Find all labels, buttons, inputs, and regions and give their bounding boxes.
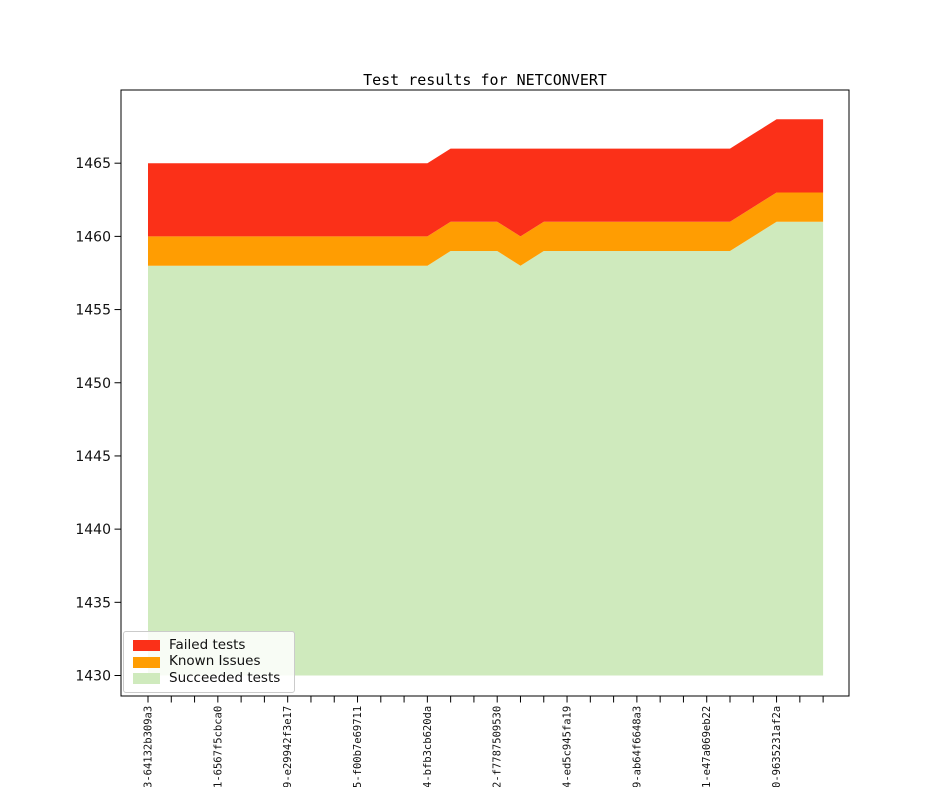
- x-tick-label: 0-9635231af2a: [771, 706, 783, 787]
- legend-label-failed: Failed tests: [169, 637, 246, 653]
- x-tick-label: 2-f7787509530: [492, 706, 504, 787]
- y-tick-label: 1465: [75, 156, 111, 172]
- area-known-issues: [148, 192, 824, 266]
- plot-border: [120, 89, 850, 697]
- area-failed-tests: [148, 119, 824, 237]
- legend-swatch-known-issues: [133, 656, 160, 668]
- legend-label-known-issues: Known Issues: [169, 653, 261, 670]
- legend-label-succeeded: Succeeded tests: [169, 669, 281, 686]
- legend-swatch-failed: [133, 640, 160, 652]
- area-succeeded-tests: [148, 221, 824, 676]
- x-tick-label: 9-e29942f3e17: [282, 706, 294, 787]
- chart-title: Test results for NETCONVERT: [363, 71, 607, 89]
- y-tick-label: 1450: [75, 376, 111, 392]
- legend-item-known-issues: Known Issues: [133, 655, 285, 669]
- x-tick-label: 1-6567f5cbca0: [212, 706, 224, 787]
- y-tick-label: 1455: [75, 303, 111, 319]
- x-tick-label: 5-f00b7e69711: [352, 706, 364, 787]
- y-tick-label: 1440: [75, 522, 111, 538]
- x-tick-label: 4-bfb3cb620da: [422, 706, 434, 787]
- x-tick-label: 4-ed5c945fa19: [562, 706, 574, 787]
- legend-item-failed: Failed tests: [133, 637, 285, 653]
- y-tick-label: 1445: [75, 449, 111, 465]
- x-tick-label: 1-e47a069eb22: [701, 706, 713, 787]
- legend: Failed tests Known Issues Succeeded test…: [123, 631, 295, 693]
- legend-item-succeeded: Succeeded tests: [133, 669, 285, 686]
- y-tick-label: 1435: [75, 595, 111, 611]
- x-tick-label: 3-64132b309a3: [143, 706, 155, 787]
- x-tick-label: 9-ab64f6648a3: [631, 706, 643, 787]
- y-tick-label: 1430: [75, 669, 111, 685]
- legend-swatch-succeeded: [133, 672, 160, 684]
- y-tick-label: 1460: [75, 229, 111, 245]
